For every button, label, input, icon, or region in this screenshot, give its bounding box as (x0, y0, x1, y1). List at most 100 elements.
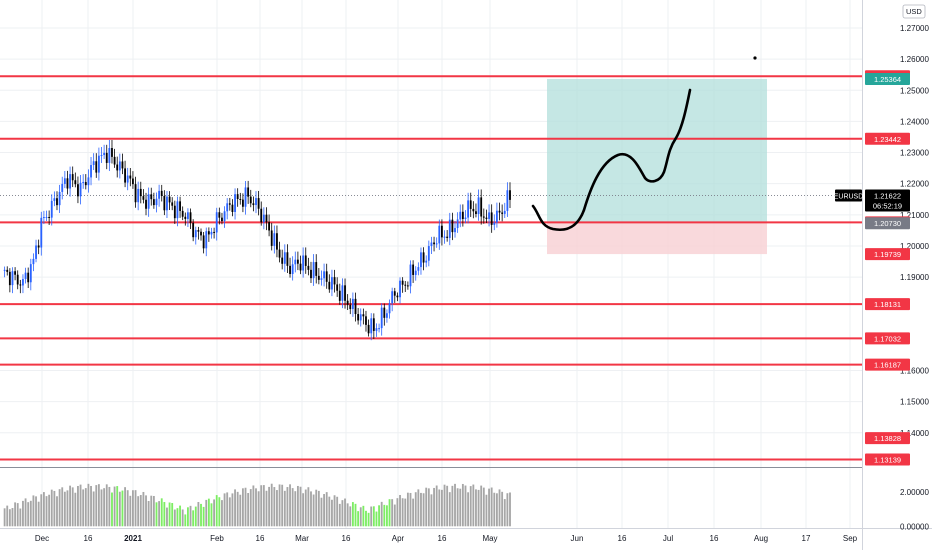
candle-body (469, 200, 472, 209)
stop-price-label-bg (865, 248, 910, 261)
price-axis: 1.27000 1.26000 1.25000 1.24000 1.23000 1.220… (900, 4, 929, 531)
candle-body (210, 231, 213, 235)
volume-bar (268, 486, 271, 527)
price-tick-label: 1.23000 (900, 149, 929, 158)
volume-bar (310, 491, 312, 527)
candle-body (281, 257, 284, 264)
forecast-curve[interactable] (531, 88, 692, 232)
volume-bar (90, 485, 92, 527)
candle-body (307, 265, 310, 270)
candle-body (386, 313, 388, 318)
volume-bar (3, 508, 6, 527)
candle-body (215, 212, 218, 233)
candle-body (247, 187, 250, 197)
candle-body (40, 217, 43, 248)
candle-body (399, 280, 401, 298)
volume-bar (27, 502, 30, 527)
volume-bar (226, 492, 229, 527)
volume-bar (11, 508, 14, 527)
volume-bar (393, 504, 396, 527)
candle-body (289, 265, 291, 275)
candle-body (35, 245, 37, 259)
level-price-label-bg (865, 132, 910, 145)
volume-bar (48, 494, 51, 527)
time-tick-label: 16 (710, 534, 719, 543)
forecast-drawing[interactable] (531, 56, 757, 232)
volume-bar (351, 502, 354, 527)
volume-bar (509, 492, 511, 527)
candle-body (475, 211, 477, 215)
volume-bar (236, 491, 239, 527)
volume-bar (328, 496, 331, 527)
volume-bar (425, 487, 428, 527)
candle-body (118, 161, 121, 171)
candle-body (509, 190, 511, 200)
candle-body (344, 285, 346, 301)
symbol-label: EURUSD (834, 193, 864, 200)
volume-bar (443, 484, 446, 527)
volume-bar (472, 484, 475, 527)
candle-body (3, 269, 6, 271)
time-tick-label: Jul (663, 534, 673, 543)
candle-body (82, 182, 85, 184)
candle-body (438, 225, 441, 244)
candle-body (239, 198, 242, 200)
candle-body (29, 264, 32, 283)
candle-body (45, 216, 48, 218)
long-position-tool[interactable] (547, 78, 767, 255)
candle-body (276, 233, 278, 250)
candle-body (113, 156, 116, 165)
volume-bar (265, 490, 268, 527)
volume-bar (221, 500, 223, 527)
candle-body (226, 203, 229, 212)
candle-body (446, 236, 449, 238)
candle-body (357, 314, 360, 321)
candle-body (74, 180, 77, 185)
volume-bar (218, 497, 221, 527)
volume-bar (299, 486, 302, 527)
candle-body (320, 278, 323, 280)
candle-body (179, 201, 181, 211)
candle-body (296, 259, 299, 264)
candle-body (278, 249, 281, 258)
volume-bar (179, 505, 181, 527)
volume-bar (58, 489, 61, 527)
candle-body (422, 252, 425, 263)
volume-bar (401, 498, 404, 527)
volume-bar (231, 493, 234, 527)
volume-bar (168, 502, 171, 527)
volume-bar (103, 488, 106, 527)
volume-bar (37, 501, 40, 527)
loss-zone (547, 223, 767, 255)
candle-body (108, 148, 111, 163)
volume-bar (406, 492, 409, 527)
candle-body (176, 201, 179, 219)
candle-body (488, 212, 490, 219)
volume-bar (375, 511, 378, 527)
candle-body (168, 196, 171, 203)
price-tick-label: 1.19000 (900, 273, 929, 282)
horizontal-levels[interactable] (0, 75, 862, 461)
entry-price-label-bg (865, 217, 910, 230)
volume-bar (210, 503, 213, 527)
level-price-label-bg (865, 453, 910, 466)
candle-body (477, 197, 480, 215)
candle-body (231, 204, 234, 212)
volume-bar (386, 505, 388, 527)
symbol-label-bg (835, 189, 862, 202)
candle-body (441, 225, 443, 238)
volume-bar (160, 498, 163, 527)
candle-body (77, 184, 79, 197)
volume-bar (192, 510, 195, 527)
volume-bar (56, 496, 58, 527)
last-price-bg (865, 189, 910, 212)
volume-bar (422, 493, 425, 527)
volume-bar (14, 502, 17, 527)
time-tick-label: Apr (392, 534, 405, 543)
volume-bar (147, 501, 150, 527)
volume-bar (262, 485, 265, 527)
volume-bar (247, 493, 250, 527)
volume-bar (435, 485, 438, 527)
volume-bar (291, 488, 294, 527)
